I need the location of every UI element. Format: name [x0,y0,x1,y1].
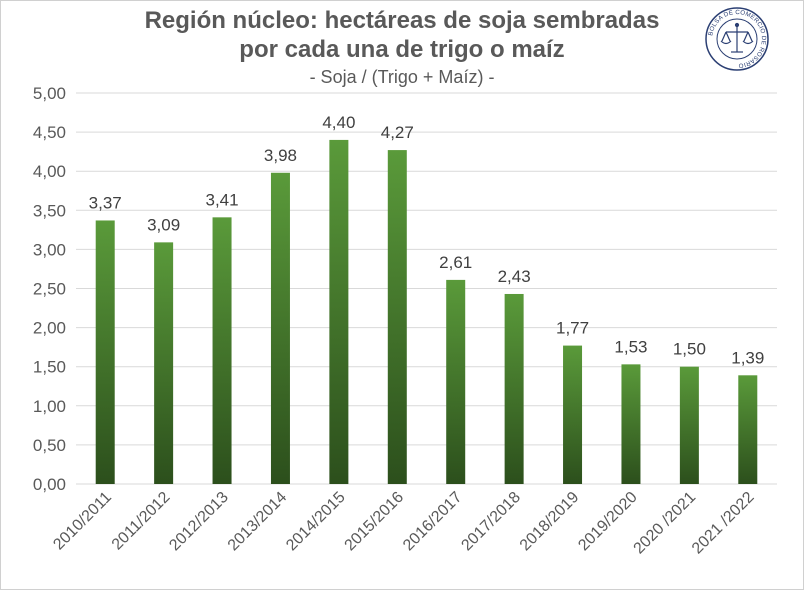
scales-of-justice-icon [720,22,754,53]
data-label: 3,98 [264,146,297,165]
y-tick-label: 5,00 [33,84,66,103]
bar [679,366,699,484]
y-tick-label: 2,50 [33,280,66,299]
bar [154,242,174,484]
x-axis: 2010/20112011/20122012/20132013/20142014… [50,489,757,558]
data-label: 1,53 [614,337,647,356]
x-tick-label: 2018/2019 [517,489,583,555]
data-label: 1,39 [731,348,764,367]
data-label: 2,61 [439,253,472,272]
x-tick-label: 2012/2013 [166,489,232,555]
bar [95,220,115,484]
bar [329,139,349,485]
data-label: 3,37 [89,193,122,212]
x-tick-label: 2010/2011 [50,489,115,554]
grid-lines [76,92,777,485]
y-tick-label: 3,00 [33,240,66,259]
bar [212,217,232,484]
bar [387,150,407,484]
bar [504,293,524,484]
x-tick-label: 2015/2016 [342,489,408,555]
bar [621,364,641,484]
data-label: 3,41 [205,190,238,209]
y-tick-label: 1,00 [33,397,66,416]
data-label: 3,09 [147,215,180,234]
x-tick-label: 2014/2015 [283,489,349,555]
chart-title-line2: por cada una de trigo o maíz [239,36,565,63]
bar [738,375,758,484]
y-tick-label: 4,00 [33,162,66,181]
data-label: 4,27 [381,123,414,142]
data-label: 1,77 [556,319,589,338]
x-tick-label: 2021 /2022 [689,489,758,558]
chart-title: Región núcleo: hectáreas de soja sembrad… [144,7,660,34]
chart-subtitle: - Soja / (Trigo + Maíz) - [309,67,495,87]
bolsa-de-comercio-de-rosario-seal: BOLSA DE COMERCIO DE ROSARIO [705,7,769,71]
data-label: 4,40 [322,113,355,132]
y-axis: 0,00 0,50 1,00 1,50 2,00 2,50 3,00 3,50 4,00 4,50… [33,84,66,494]
x-tick-label: 2016/2017 [400,489,466,555]
x-tick-label: 2013/2014 [225,489,291,555]
y-tick-label: 4,50 [33,123,66,142]
y-tick-label: 0,00 [33,475,66,494]
data-label: 1,50 [673,340,706,359]
y-tick-label: 2,00 [33,319,66,338]
bar [446,279,466,484]
y-tick-label: 3,50 [33,201,66,220]
data-labels: 3,37 3,09 3,41 3,98 4,40 4,27 2,61 2,43 1,77 1,53… [89,113,765,367]
x-tick-label: 2011/2012 [109,489,174,554]
x-tick-label: 2017/2018 [458,489,524,555]
y-tick-label: 1,50 [33,358,66,377]
bars [95,139,758,485]
data-label: 2,43 [498,267,531,286]
bar [270,172,290,484]
bar [563,345,583,484]
y-tick-label: 0,50 [33,436,66,455]
x-tick-label: 2020 /2021 [631,489,700,558]
